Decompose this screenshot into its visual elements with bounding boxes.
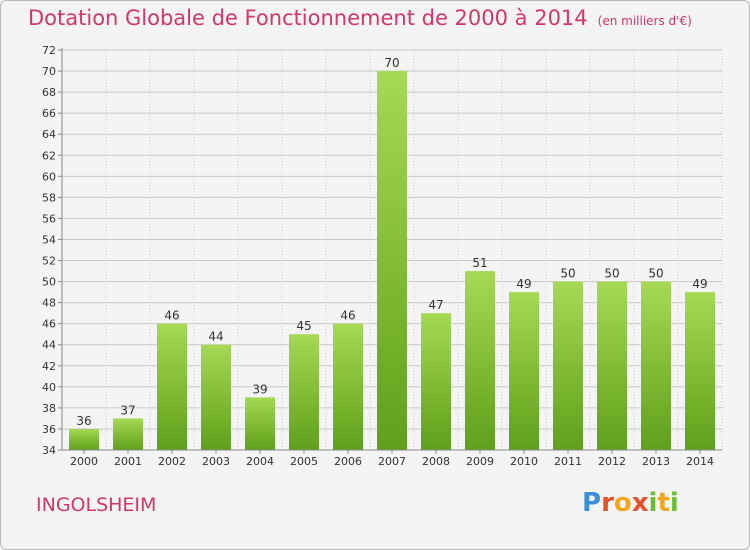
y-tick-label: 40: [42, 381, 56, 394]
title-text: Dotation Globale de Fonctionnement de 20…: [28, 6, 588, 30]
y-tick-label: 50: [42, 276, 56, 289]
commune-name: INGOLSHEIM: [36, 494, 157, 516]
data-label: 49: [516, 277, 531, 291]
y-tick-label: 66: [42, 107, 56, 120]
y-tick-label: 68: [42, 86, 56, 99]
bar-2009: [465, 271, 495, 450]
data-label: 46: [340, 309, 355, 323]
logo-letter: x: [631, 488, 649, 518]
bar-2007: [377, 71, 407, 450]
y-tick-label: 62: [42, 149, 56, 162]
y-tick-label: 54: [42, 233, 56, 246]
x-tick-label: 2006: [334, 455, 362, 468]
y-tick-label: 70: [42, 65, 56, 78]
y-tick-label: 36: [42, 423, 56, 436]
x-tick-label: 2003: [202, 455, 230, 468]
logo-letter: P: [582, 488, 602, 518]
data-label: 50: [648, 267, 663, 281]
y-tick-label: 56: [42, 212, 56, 225]
bar-2006: [333, 323, 363, 450]
y-tick-label: 48: [42, 297, 56, 310]
y-tick-label: 72: [42, 44, 56, 57]
bar-2012: [597, 281, 627, 450]
bar-2011: [553, 281, 583, 450]
bar-2014: [685, 292, 715, 450]
data-label: 47: [428, 298, 443, 312]
bar-2013: [641, 281, 671, 450]
x-tick-label: 2014: [686, 455, 714, 468]
y-tick-label: 46: [42, 318, 56, 331]
logo-letter: i: [669, 488, 679, 518]
unit-note: (en milliers d'€): [597, 14, 692, 28]
x-tick-label: 2000: [70, 455, 98, 468]
y-tick-label: 52: [42, 255, 56, 268]
y-tick-label: 64: [42, 128, 56, 141]
x-tick-label: 2010: [510, 455, 538, 468]
bar-2002: [157, 323, 187, 450]
y-tick-label: 60: [42, 170, 56, 183]
x-tick-label: 2002: [158, 455, 186, 468]
y-tick-label: 58: [42, 191, 56, 204]
y-tick-label: 42: [42, 360, 56, 373]
data-label: 39: [252, 382, 267, 396]
y-tick-label: 44: [42, 339, 56, 352]
data-label: 50: [560, 267, 575, 281]
logo-letter: i: [648, 488, 658, 518]
bar-2000: [69, 428, 99, 450]
data-label: 37: [120, 403, 135, 417]
x-tick-label: 2011: [554, 455, 582, 468]
y-tick-label: 34: [42, 444, 56, 457]
proxiti-logo: Proxiti: [582, 488, 679, 518]
x-tick-label: 2012: [598, 455, 626, 468]
x-tick-label: 2005: [290, 455, 318, 468]
bar-2004: [245, 397, 275, 450]
x-tick-label: 2008: [422, 455, 450, 468]
logo-letter: r: [601, 488, 614, 518]
bar-2005: [289, 334, 319, 450]
data-label: 70: [384, 56, 399, 70]
x-tick-label: 2007: [378, 455, 406, 468]
data-label: 51: [472, 256, 487, 270]
x-tick-label: 2004: [246, 455, 274, 468]
data-label: 50: [604, 267, 619, 281]
data-label: 36: [76, 414, 91, 428]
bar-2001: [113, 418, 143, 450]
bar-2003: [201, 344, 231, 450]
x-tick-label: 2013: [642, 455, 670, 468]
data-label: 49: [692, 277, 707, 291]
logo-letter: t: [657, 488, 670, 518]
bar-2010: [509, 292, 539, 450]
data-label: 44: [208, 330, 223, 344]
data-label: 45: [296, 319, 311, 333]
logo-letter: o: [613, 488, 632, 518]
x-tick-label: 2001: [114, 455, 142, 468]
chart-title: Dotation Globale de Fonctionnement de 20…: [28, 6, 692, 30]
x-tick-label: 2009: [466, 455, 494, 468]
bar-2008: [421, 313, 451, 450]
data-label: 46: [164, 309, 179, 323]
y-tick-label: 38: [42, 402, 56, 415]
